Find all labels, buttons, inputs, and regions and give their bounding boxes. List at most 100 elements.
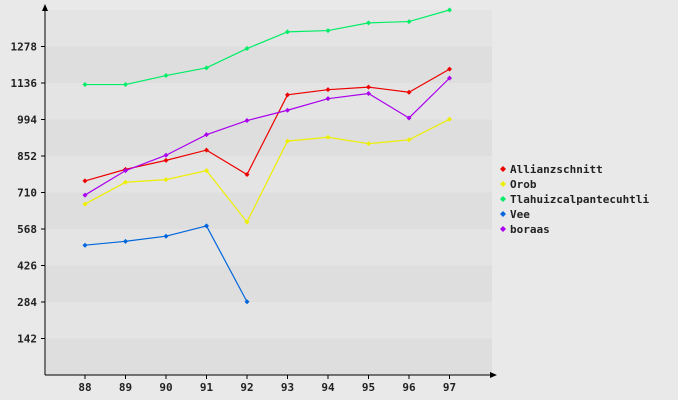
- data-point: [366, 141, 371, 147]
- chart-axes: [42, 4, 497, 378]
- data-point: [123, 82, 128, 88]
- y-tick-label: 710: [17, 187, 37, 200]
- legend-label: boraas: [510, 223, 550, 236]
- data-point: [325, 28, 331, 34]
- x-tick-label: 91: [200, 381, 214, 394]
- x-tick-label: 95: [362, 381, 375, 394]
- y-axis-ticks: 142 284 426 568 710 852 994 1136 1278: [11, 41, 45, 346]
- data-point: [325, 87, 331, 93]
- plot-band: [46, 83, 492, 120]
- x-tick-label: 90: [159, 381, 172, 394]
- y-axis-arrow: [42, 4, 48, 11]
- data-point: [204, 132, 209, 138]
- data-point: [366, 91, 371, 97]
- x-tick-label: 96: [402, 381, 416, 394]
- data-point: [285, 138, 290, 144]
- plot-band: [46, 265, 492, 302]
- series-boraas: [82, 75, 452, 198]
- data-point: [366, 84, 371, 90]
- data-point: [406, 137, 412, 143]
- data-point: [244, 299, 250, 305]
- series-line: [85, 9, 450, 86]
- legend-label: Vee: [510, 208, 530, 221]
- data-point: [447, 75, 452, 81]
- plot-band: [46, 156, 492, 193]
- data-point: [82, 242, 88, 248]
- data-point: [244, 118, 250, 124]
- data-point: [204, 65, 209, 71]
- data-point: [123, 168, 128, 174]
- plot-band: [46, 229, 492, 266]
- legend-marker: [500, 196, 506, 202]
- legend-marker: [500, 211, 506, 217]
- series-line: [84, 118, 450, 224]
- series-group: [82, 7, 452, 305]
- data-point: [82, 201, 88, 207]
- legend: Allianzschnitt Orob Tlahuizcalpantecuhtli V…: [500, 163, 649, 236]
- plot-band: [46, 10, 492, 47]
- y-tick-label: 142: [17, 333, 37, 346]
- data-point: [204, 223, 209, 229]
- series-line: [84, 68, 450, 182]
- plot-background-bands: [46, 10, 492, 375]
- legend-marker: [500, 226, 506, 232]
- data-point: [204, 168, 209, 174]
- x-tick-label: 92: [240, 381, 253, 394]
- data-point: [123, 179, 128, 185]
- plot-band: [46, 46, 492, 83]
- data-point: [447, 66, 452, 72]
- data-point: [163, 177, 169, 183]
- plot-band: [46, 192, 492, 229]
- data-point: [163, 73, 169, 79]
- data-point: [325, 96, 331, 102]
- legend-label: Tlahuizcalpantecuhtli: [510, 193, 649, 206]
- data-point: [82, 192, 88, 198]
- data-point: [244, 219, 250, 225]
- data-point: [285, 92, 290, 98]
- data-point: [406, 115, 412, 121]
- x-tick-label: 88: [78, 381, 91, 394]
- x-axis-arrow: [490, 372, 497, 378]
- data-point: [204, 147, 209, 153]
- x-tick-label: 97: [443, 381, 456, 394]
- y-tick-label: 994: [17, 114, 37, 127]
- legend-marker: [500, 181, 506, 187]
- series-line: [84, 77, 450, 196]
- y-tick-label: 1278: [11, 41, 38, 54]
- data-point: [244, 46, 250, 52]
- data-point: [366, 20, 371, 26]
- data-point: [244, 172, 250, 178]
- plot-band: [46, 338, 492, 375]
- plot-band: [46, 302, 492, 339]
- x-tick-label: 89: [119, 381, 132, 394]
- data-point: [447, 116, 452, 122]
- data-point: [163, 152, 169, 158]
- legend-label: Allianzschnitt: [510, 163, 603, 176]
- x-axis-ticks: 88 89 90 91 92 93 94 95 96 97: [78, 375, 456, 394]
- data-point: [163, 233, 169, 239]
- x-tick-label: 94: [321, 381, 335, 394]
- data-point: [325, 134, 331, 140]
- y-tick-label: 568: [17, 223, 37, 236]
- y-tick-label: 1136: [11, 77, 38, 90]
- plot-band: [46, 119, 492, 156]
- series-tlahuizcalpantecuhtli: [82, 7, 452, 88]
- data-point: [406, 19, 412, 25]
- data-point: [447, 7, 452, 13]
- data-point: [406, 89, 412, 95]
- data-point: [123, 238, 128, 244]
- data-point: [82, 82, 88, 88]
- data-point: [285, 29, 290, 35]
- y-tick-label: 852: [17, 150, 37, 163]
- data-point: [163, 157, 169, 163]
- y-tick-label: 426: [17, 260, 37, 273]
- legend-label: Orob: [510, 178, 537, 191]
- data-point: [82, 178, 88, 184]
- y-tick-label: 284: [17, 296, 37, 309]
- data-point: [285, 107, 290, 113]
- series-allianzschnitt: [82, 66, 452, 184]
- legend-marker: [500, 166, 506, 172]
- x-tick-label: 93: [281, 381, 294, 394]
- series-vee: [82, 223, 250, 305]
